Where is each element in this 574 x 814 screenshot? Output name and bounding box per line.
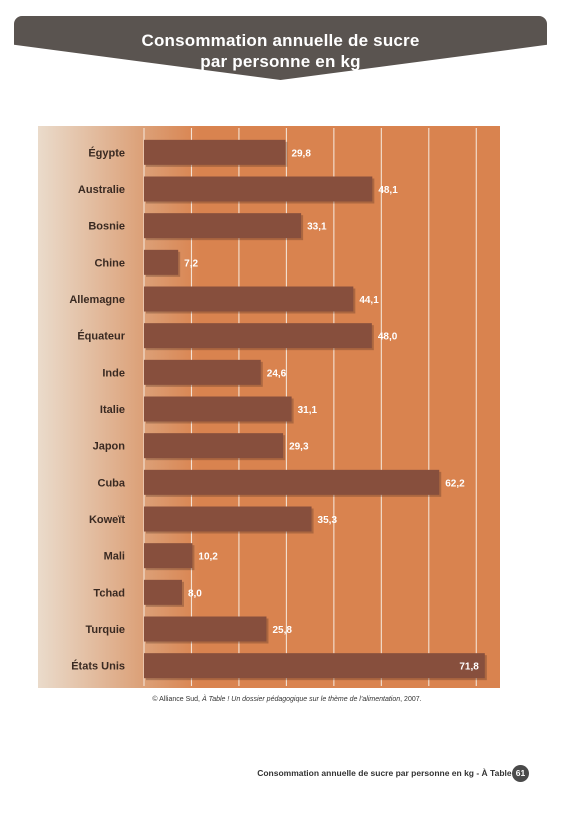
bar-value-label: 25,8 <box>272 625 292 636</box>
bar-value-label: 62,2 <box>445 478 465 489</box>
bar <box>144 579 182 605</box>
category-label: Bosnie <box>88 221 125 233</box>
chart-title-line-1: Consommation annuelle de sucre <box>141 31 420 50</box>
bar <box>144 653 485 679</box>
source-suffix: , 2007. <box>400 696 422 703</box>
bar <box>144 506 312 532</box>
bar <box>144 543 193 569</box>
bar-value-label: 8,0 <box>188 588 202 599</box>
category-label: Équateur <box>77 330 125 343</box>
bar-value-label: 35,3 <box>318 515 338 526</box>
bar <box>144 323 372 349</box>
bar-chart: Égypte 29,8 Australie 48,1 Bosnie 33,1 Chine 7,… <box>38 126 500 688</box>
category-label: Tchad <box>93 587 125 599</box>
bar-value-label: 33,1 <box>307 222 327 233</box>
source-prefix: © Alliance Sud, <box>152 696 202 703</box>
category-label: Turquie <box>85 624 125 636</box>
chart-area: Égypte 29,8 Australie 48,1 Bosnie 33,1 Chine 7,… <box>38 126 500 688</box>
category-label: Allemagne <box>69 294 125 306</box>
bar <box>144 213 302 239</box>
bar <box>144 359 261 385</box>
bar <box>144 396 292 422</box>
category-label: Italie <box>100 404 125 416</box>
bar <box>144 433 284 459</box>
category-label: Koweït <box>89 514 125 526</box>
page-footer: Consommation annuelle de sucre par perso… <box>257 768 522 778</box>
bar-value-label: 24,6 <box>267 368 287 379</box>
bar-value-label: 29,3 <box>289 442 309 453</box>
chart-title: Consommation annuelle de sucre par perso… <box>14 30 547 72</box>
category-label: États Unis <box>71 660 125 673</box>
bar <box>144 139 286 165</box>
page-number: 61 <box>512 765 529 782</box>
bar-value-label: 48,1 <box>378 185 398 196</box>
bar-value-label: 29,8 <box>291 148 311 159</box>
bar <box>144 616 267 642</box>
bar-value-label: 31,1 <box>298 405 318 416</box>
bar <box>144 469 440 495</box>
bar-value-label: 44,1 <box>359 295 379 306</box>
bar-value-label: 7,2 <box>184 258 198 269</box>
bar <box>144 249 179 275</box>
category-label: Australie <box>78 184 125 196</box>
category-label: Inde <box>102 367 125 379</box>
bar <box>144 176 373 202</box>
chart-title-line-2: par personne en kg <box>200 52 361 71</box>
source-note: © Alliance Sud, À Table ! Un dossier péd… <box>0 696 574 703</box>
category-label: Mali <box>104 551 125 563</box>
category-label: Chine <box>94 257 125 269</box>
category-label: Japon <box>93 441 126 453</box>
bar-value-label: 48,0 <box>378 332 398 343</box>
bar-value-label: 10,2 <box>198 552 218 563</box>
bar-value-label: 71,8 <box>459 662 479 673</box>
category-label: Cuba <box>98 477 126 489</box>
source-title: À Table ! Un dossier pédagogique sur le … <box>201 696 401 703</box>
bar <box>144 286 354 312</box>
category-label: Égypte <box>88 146 125 159</box>
